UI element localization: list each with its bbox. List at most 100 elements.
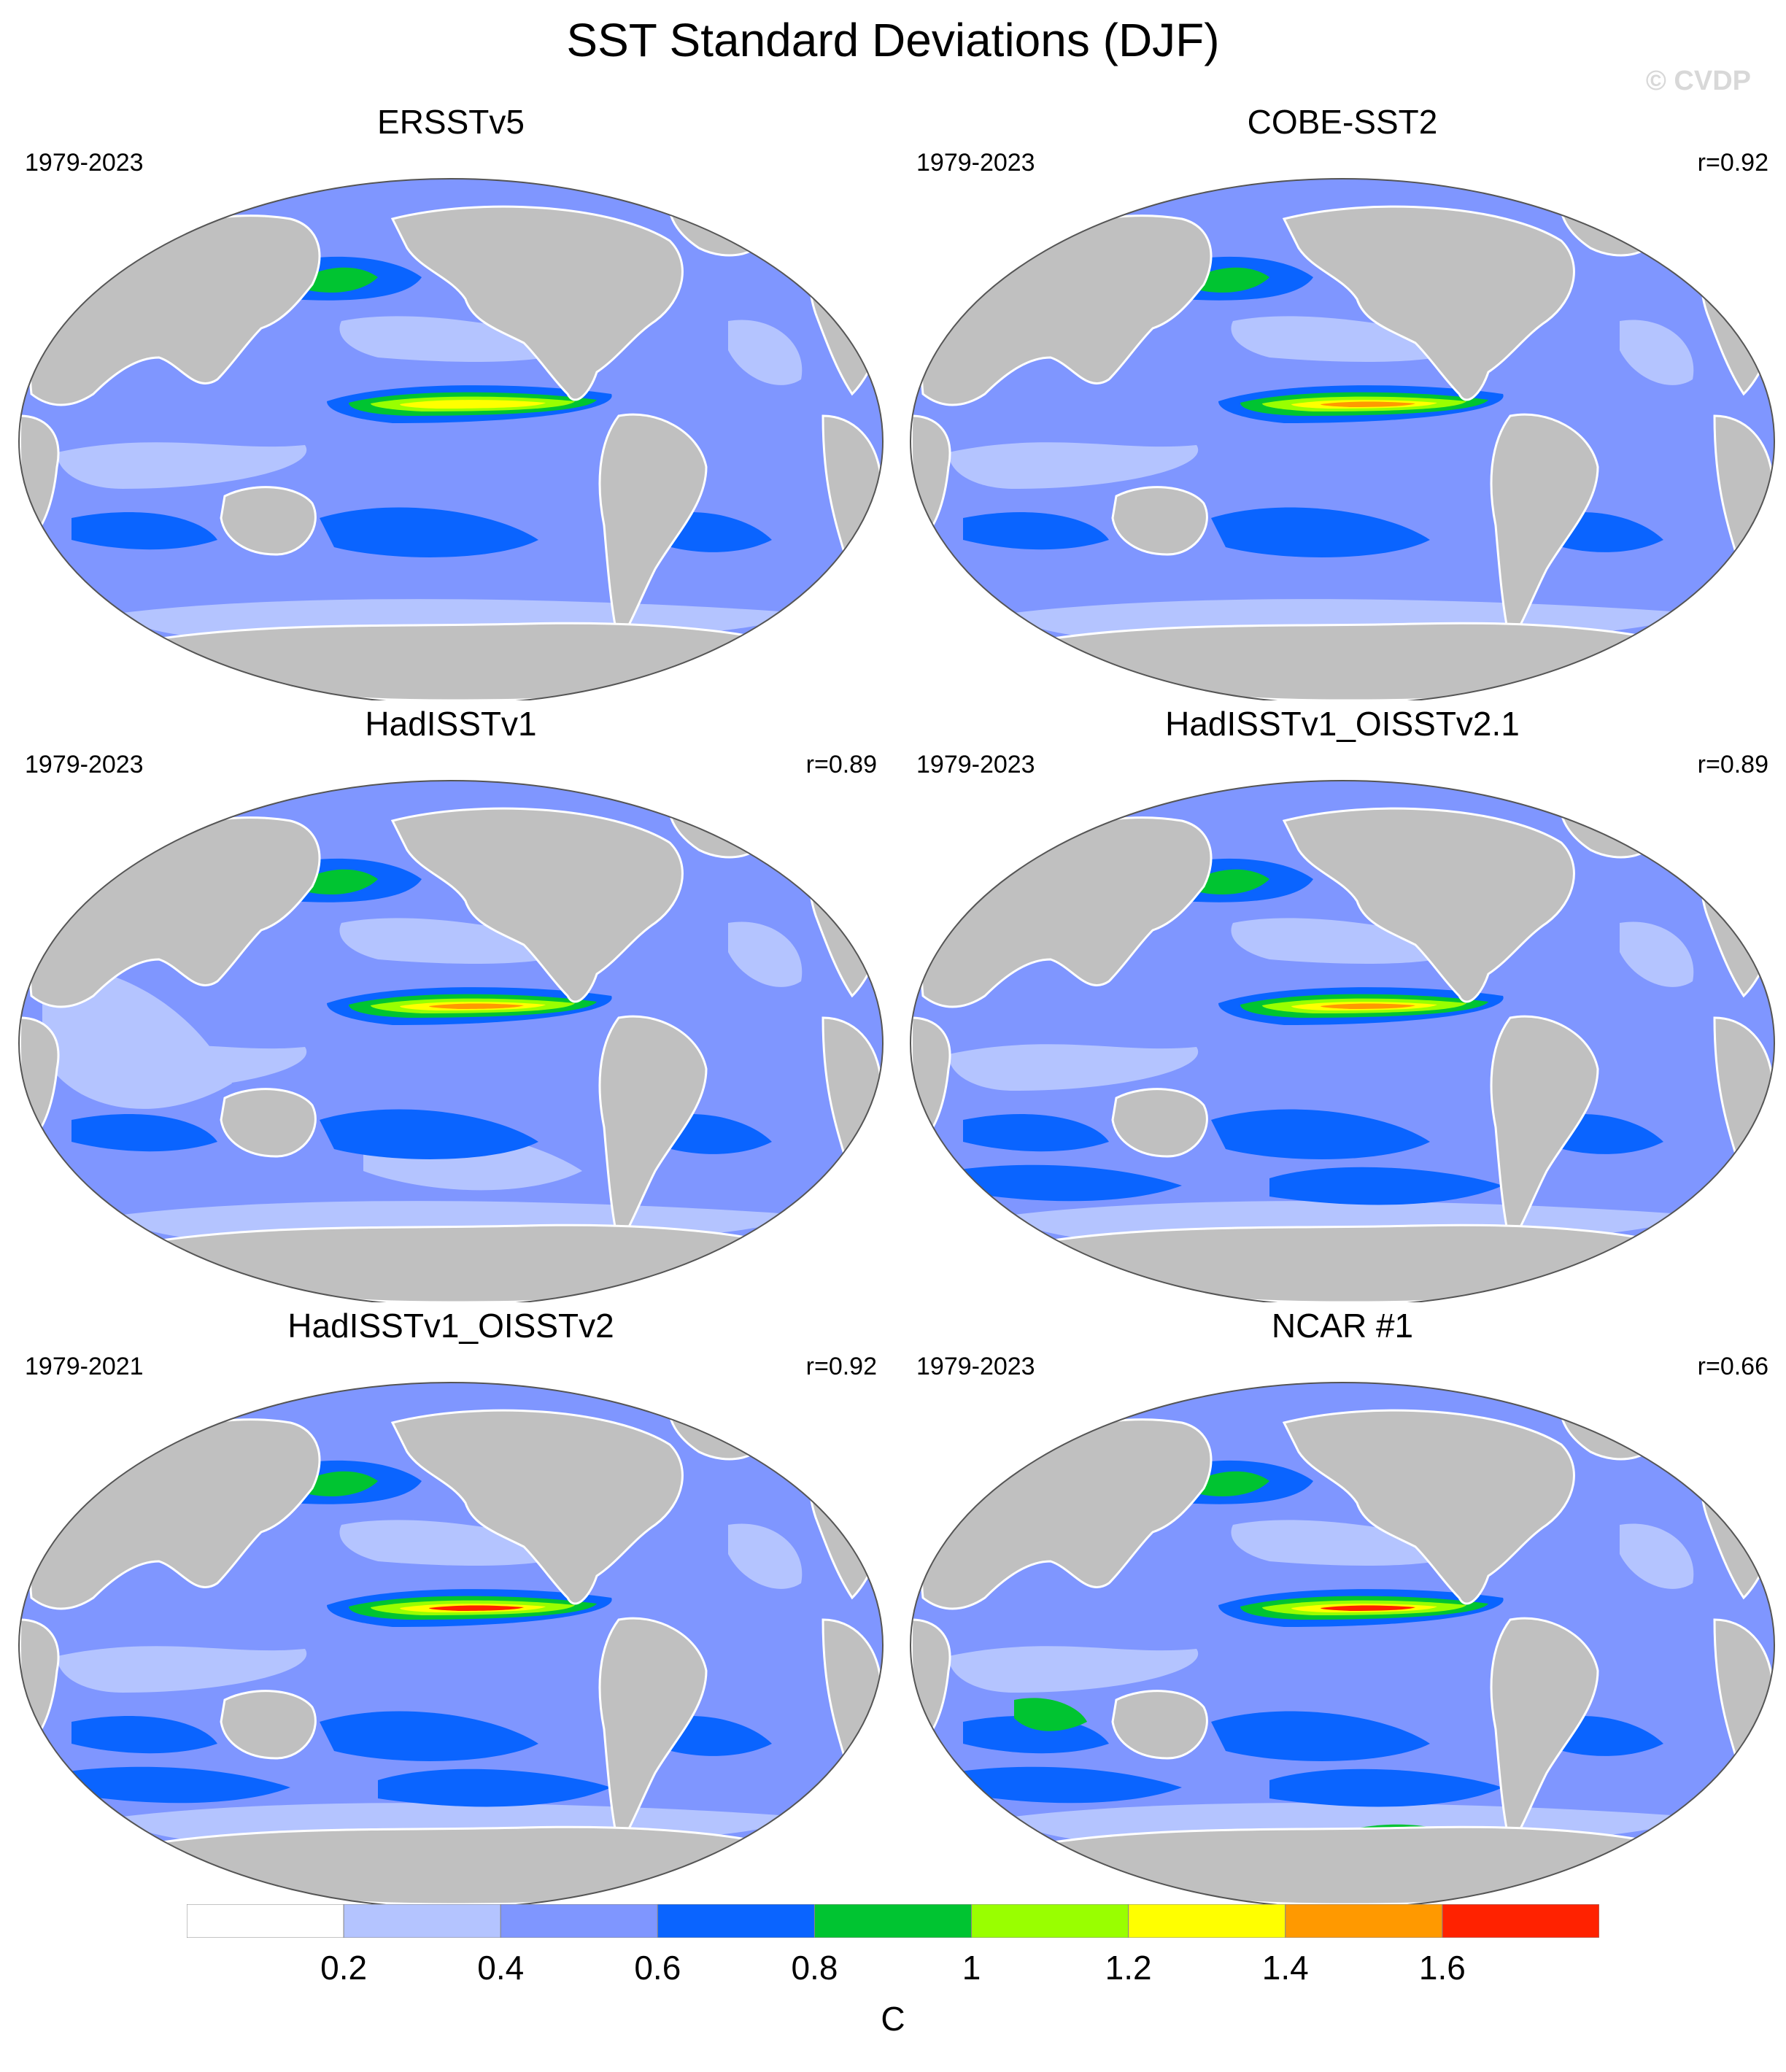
sst-contour — [1269, 1167, 1503, 1205]
sst-contour — [42, 966, 232, 1109]
panel-title: HadISSTv1_OISSTv2.1 — [1165, 705, 1520, 743]
land-mass — [1490, 1617, 1599, 1849]
colorbar-swatch — [1285, 1904, 1443, 1938]
panel-years: 1979-2023 — [916, 1353, 1035, 1380]
sst-contour — [1211, 1711, 1430, 1761]
sst-contour — [57, 1646, 307, 1693]
sst-contour — [429, 401, 524, 407]
map-outline — [18, 780, 884, 1302]
map-outline — [909, 780, 1776, 1302]
sst-contour — [305, 1471, 378, 1496]
sst-contour — [948, 1646, 1199, 1693]
colorbar-swatch — [971, 1904, 1129, 1938]
colorbar-swatch — [657, 1904, 815, 1938]
land-mass — [598, 1015, 708, 1247]
land-mass — [1282, 807, 1575, 1003]
land-mass — [220, 1690, 317, 1760]
sst-contour — [339, 1520, 582, 1566]
sst-contour — [1321, 401, 1415, 407]
colorbar-tick-label: 1 — [962, 1949, 981, 1987]
land-mass — [390, 205, 684, 401]
sst-contour — [948, 1766, 1182, 1804]
sst-contour — [1620, 320, 1694, 385]
panel-correlation: r=0.89 — [805, 751, 877, 778]
colorbar-tick-label: 1.4 — [1261, 1949, 1309, 1987]
land-mass — [97, 1825, 826, 1904]
panel-years: 1979-2023 — [25, 751, 144, 778]
sst-contour — [1620, 921, 1694, 987]
colorbar — [187, 1904, 1599, 1938]
sst-contour — [728, 1523, 803, 1589]
land-mass — [1111, 486, 1208, 556]
sst-contour — [339, 316, 582, 362]
sst-contour — [948, 442, 1199, 489]
sst-contour — [1231, 918, 1474, 964]
colorbar-swatches — [187, 1904, 1599, 1938]
panel-correlation: r=0.89 — [1697, 751, 1768, 778]
sst-contour — [71, 1715, 217, 1754]
panel-title: HadISSTv1_OISSTv2 — [287, 1307, 614, 1345]
land-mass — [1490, 413, 1599, 645]
sst-contour — [1211, 507, 1430, 557]
land-mass — [390, 1409, 684, 1605]
world-map — [18, 780, 884, 1302]
panel-title: NCAR #1 — [1271, 1307, 1414, 1345]
sst-contour — [1014, 1698, 1087, 1731]
world-map — [18, 178, 884, 700]
watermark: © CVDP — [1645, 66, 1751, 96]
sst-contour — [71, 1113, 217, 1152]
colorbar-tick-label: 0.6 — [634, 1949, 681, 1987]
sst-contour — [57, 442, 307, 489]
map-panel: HadISSTv1_OISSTv2.1 1979-2023 r=0.89 — [905, 704, 1780, 1302]
colorbar-swatch — [1442, 1904, 1599, 1938]
colorbar-swatch — [187, 1904, 344, 1938]
sst-contour — [1197, 869, 1269, 894]
sst-contour — [1197, 1471, 1269, 1496]
land-mass — [97, 622, 826, 700]
sst-contour — [71, 511, 217, 550]
panel-correlation: r=0.92 — [1697, 149, 1768, 177]
panel-title: HadISSTv1 — [365, 705, 537, 743]
land-mass — [1282, 1409, 1575, 1605]
sst-contour — [948, 1044, 1199, 1091]
land-mass — [97, 1224, 826, 1302]
map-outline — [909, 1382, 1776, 1904]
map-panel: ERSSTv5 1979-2023 — [13, 102, 889, 700]
land-mass — [989, 1825, 1717, 1904]
sst-contour — [1231, 316, 1474, 362]
world-map — [909, 780, 1776, 1302]
colorbar-units: C — [881, 2000, 905, 2038]
panel-correlation: r=0.66 — [1697, 1353, 1768, 1380]
colorbar-swatch — [343, 1904, 501, 1938]
sst-contour — [339, 918, 582, 964]
land-mass — [1282, 205, 1575, 401]
land-mass — [598, 413, 708, 645]
colorbar-tick-label: 0.4 — [477, 1949, 525, 1987]
colorbar-tick-label: 0.8 — [791, 1949, 838, 1987]
colorbar-tick-label: 1.2 — [1105, 1949, 1152, 1987]
sst-contour — [305, 267, 378, 293]
sst-contour — [1231, 1520, 1474, 1566]
sst-contour — [728, 921, 803, 987]
land-mass — [1490, 1015, 1599, 1247]
land-mass — [1111, 1690, 1208, 1760]
land-mass — [220, 486, 317, 556]
map-panel: COBE-SST2 1979-2023 r=0.92 — [905, 102, 1780, 700]
map-panel: NCAR #1 1979-2023 r=0.66 — [905, 1306, 1780, 1904]
sst-contour — [1321, 1003, 1415, 1009]
sst-contour — [57, 1766, 290, 1804]
sst-contour — [320, 1711, 538, 1761]
colorbar-swatch — [1128, 1904, 1286, 1938]
sst-contour — [948, 1164, 1182, 1202]
land-mass — [1111, 1088, 1208, 1158]
figure-title: SST Standard Deviations (DJF) — [566, 14, 1220, 66]
panel-years: 1979-2023 — [916, 149, 1035, 177]
sst-contour — [1269, 1768, 1503, 1807]
sst-contour — [1620, 1523, 1694, 1589]
sst-contour — [963, 1113, 1109, 1152]
sst-contour — [1197, 267, 1269, 293]
map-panel: HadISSTv1 1979-2023 r=0.89 — [13, 704, 889, 1302]
map-outline — [909, 178, 1776, 700]
land-mass — [220, 1088, 317, 1158]
panel-years: 1979-2023 — [25, 149, 144, 177]
